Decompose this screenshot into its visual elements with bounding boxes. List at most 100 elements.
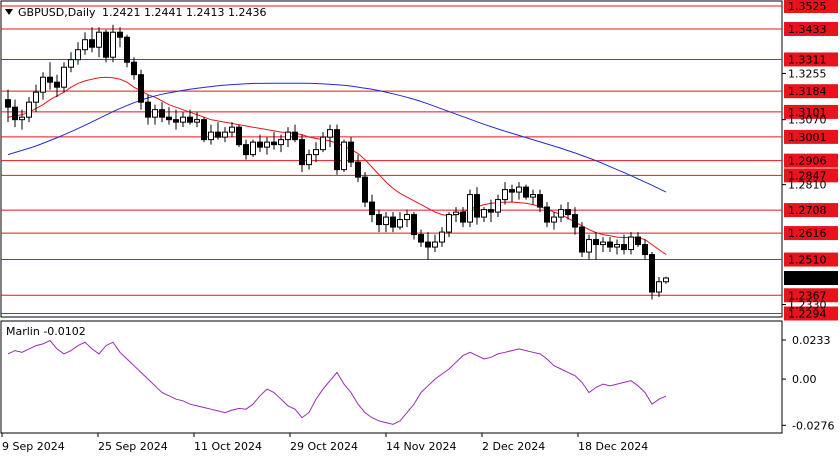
candle[interactable]	[257, 134, 263, 153]
candle[interactable]	[663, 276, 669, 284]
candle[interactable]	[131, 57, 137, 80]
collapse-triangle-icon[interactable]	[5, 9, 13, 15]
candle[interactable]	[320, 132, 326, 153]
candle[interactable]	[152, 104, 158, 125]
candle[interactable]	[544, 202, 550, 228]
candle[interactable]	[138, 69, 144, 110]
candle[interactable]	[474, 187, 480, 225]
candle[interactable]	[432, 234, 438, 253]
candle[interactable]	[551, 212, 557, 230]
candle[interactable]	[649, 252, 655, 300]
candle[interactable]	[54, 74, 60, 98]
candle[interactable]	[439, 227, 445, 248]
candle[interactable]	[96, 27, 102, 58]
candle[interactable]	[509, 184, 515, 203]
candle[interactable]	[607, 237, 613, 253]
candle[interactable]	[12, 99, 18, 128]
candle[interactable]	[467, 189, 473, 228]
candle[interactable]	[628, 232, 634, 255]
time-label: 18 Dec 2024	[578, 440, 648, 453]
candle[interactable]	[481, 207, 487, 223]
candle[interactable]	[376, 209, 382, 233]
candle[interactable]	[593, 232, 599, 260]
candle[interactable]	[208, 124, 214, 145]
candle[interactable]	[425, 232, 431, 260]
candle[interactable]	[103, 29, 109, 63]
candle[interactable]	[145, 94, 151, 125]
candle[interactable]	[502, 182, 508, 205]
candle[interactable]	[26, 97, 32, 123]
candle[interactable]	[47, 62, 53, 90]
candle[interactable]	[110, 24, 116, 63]
candle[interactable]	[418, 229, 424, 248]
candle[interactable]	[369, 194, 375, 223]
candle[interactable]	[243, 139, 249, 160]
candle[interactable]	[404, 209, 410, 228]
candle[interactable]	[586, 234, 592, 260]
candle[interactable]	[215, 122, 221, 140]
candle[interactable]	[292, 124, 298, 143]
candle[interactable]	[453, 207, 459, 223]
candle[interactable]	[495, 194, 501, 218]
candle[interactable]	[390, 212, 396, 233]
candle[interactable]	[397, 212, 403, 230]
candle[interactable]	[278, 134, 284, 153]
candle[interactable]	[75, 42, 81, 65]
candle[interactable]	[558, 204, 564, 223]
candle[interactable]	[68, 52, 74, 73]
candle[interactable]	[362, 172, 368, 208]
candle[interactable]	[355, 154, 361, 183]
candle[interactable]	[250, 139, 256, 158]
candle[interactable]	[187, 109, 193, 125]
candle[interactable]	[313, 142, 319, 163]
candle[interactable]	[201, 117, 207, 143]
candle[interactable]	[565, 202, 571, 220]
candle[interactable]	[285, 127, 291, 148]
candle[interactable]	[446, 212, 452, 238]
candle[interactable]	[488, 199, 494, 223]
candle[interactable]	[299, 134, 305, 173]
candle[interactable]	[411, 212, 417, 240]
candle[interactable]	[222, 127, 228, 143]
candle[interactable]	[236, 124, 242, 148]
candle[interactable]	[572, 207, 578, 235]
candle[interactable]	[621, 234, 627, 255]
candle[interactable]	[40, 72, 46, 100]
candle[interactable]	[5, 89, 11, 123]
candle[interactable]	[229, 122, 235, 138]
candle[interactable]	[537, 189, 543, 213]
candle[interactable]	[271, 132, 277, 150]
candle[interactable]	[194, 112, 200, 128]
candle[interactable]	[19, 109, 25, 130]
candle[interactable]	[117, 27, 123, 48]
candle[interactable]	[341, 139, 347, 173]
candle[interactable]	[656, 277, 662, 298]
candle[interactable]	[306, 149, 312, 170]
candle[interactable]	[642, 239, 648, 260]
candle[interactable]	[264, 137, 270, 155]
candle[interactable]	[82, 32, 88, 55]
candle[interactable]	[159, 102, 165, 123]
candle[interactable]	[523, 184, 529, 200]
candle[interactable]	[61, 62, 67, 93]
candle[interactable]	[334, 124, 340, 175]
candle[interactable]	[635, 232, 641, 248]
candle[interactable]	[579, 222, 585, 258]
candle[interactable]	[173, 109, 179, 130]
candle[interactable]	[530, 189, 536, 205]
price-level-tag	[784, 153, 838, 168]
candle[interactable]	[383, 212, 389, 233]
candle[interactable]	[460, 207, 466, 228]
candle[interactable]	[89, 27, 95, 53]
candle[interactable]	[600, 237, 606, 253]
candle[interactable]	[327, 124, 333, 148]
candle[interactable]	[348, 137, 354, 168]
candle[interactable]	[516, 182, 522, 200]
candle[interactable]	[124, 34, 130, 68]
candle[interactable]	[166, 107, 172, 125]
candle[interactable]	[614, 239, 620, 255]
candle[interactable]	[33, 84, 39, 113]
candle[interactable]	[180, 112, 186, 128]
time-label: 29 Oct 2024	[290, 440, 358, 453]
